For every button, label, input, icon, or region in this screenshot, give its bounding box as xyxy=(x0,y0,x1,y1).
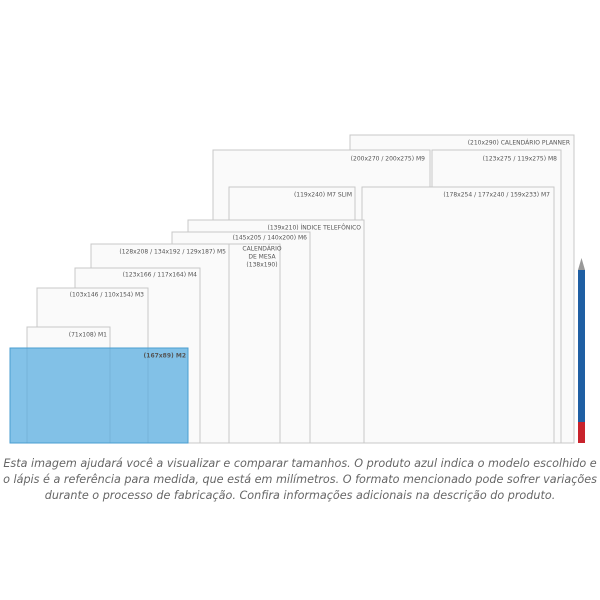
format-label: (210x290) CALENDÁRIO PLANNER xyxy=(468,140,570,147)
format-label: (71x108) M1 xyxy=(69,332,107,339)
format-label: (103x146 / 110x154) M3 xyxy=(70,292,145,299)
pencil-tip xyxy=(578,258,585,270)
format-label: (128x208 / 134x192 / 129x187) M5 xyxy=(119,249,226,256)
format-sheet xyxy=(228,243,281,444)
format-label: (145x205 / 140x200) M6 xyxy=(233,235,308,242)
caption-line: Esta imagem ajudará você a visualizar e … xyxy=(3,457,596,470)
format-label: (139x210) ÍNDICE TELEFÔNICO xyxy=(267,225,361,232)
format-label: DE MESA xyxy=(248,254,276,261)
pencil xyxy=(578,258,585,443)
format-label: (200x270 / 200x275) M9 xyxy=(351,156,426,163)
format-label: (123x275 / 119x275) M8 xyxy=(483,156,558,163)
format-label: (119x240) M7 SLIM xyxy=(294,192,352,199)
format-label: CALENDÁRIO xyxy=(242,246,281,253)
sheets: (210x290) CALENDÁRIO PLANNER (200x270 / 2… xyxy=(9,134,575,444)
format-label: (138x190) xyxy=(246,262,277,269)
pencil-end xyxy=(578,422,585,443)
format-label: (178x254 / 177x240 / 159x233) M7 xyxy=(443,192,550,199)
caption-line: durante o processo de fabricação. Confir… xyxy=(45,489,556,502)
caption-line: o lápis é a referência para medida, que … xyxy=(3,473,597,486)
selected-label: (167x89) M2 xyxy=(144,353,186,360)
pencil-body xyxy=(578,270,585,422)
format-label: (123x166 / 117x164) M4 xyxy=(123,272,198,279)
selected-format xyxy=(9,347,189,444)
format-sheet xyxy=(361,186,555,444)
